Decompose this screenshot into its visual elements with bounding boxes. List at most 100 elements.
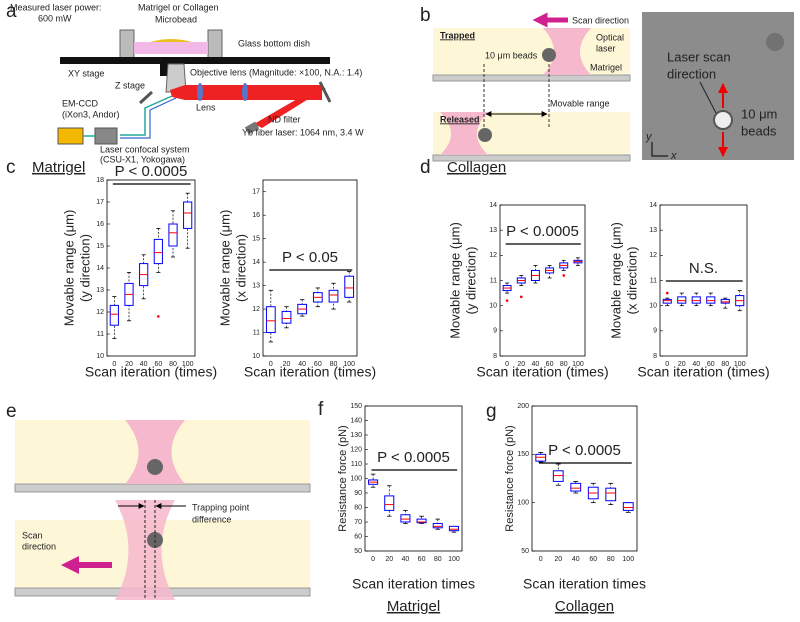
- x-tick-label: 100: [343, 361, 355, 368]
- box: [384, 495, 395, 511]
- em-ccd-box: [57, 127, 84, 145]
- label: Laser confocal system: [100, 144, 190, 154]
- y-tick-label: 200: [517, 403, 529, 410]
- y-tick-label: 10: [649, 303, 657, 310]
- x-tick-label: 20: [554, 556, 562, 563]
- mirror: [138, 90, 154, 105]
- y-tick-label: 12: [489, 252, 497, 259]
- label: 10 μm: [741, 106, 777, 121]
- y-tick-label: 140: [350, 417, 362, 424]
- box: [432, 522, 443, 529]
- box: [265, 306, 276, 334]
- y-axis-label: (x direction): [233, 234, 248, 302]
- label: difference: [192, 514, 231, 524]
- panel-e: e Scan direction Trapping point differen…: [6, 401, 311, 600]
- x-tick-label: 80: [560, 361, 568, 368]
- y-tick-label: 18: [96, 177, 104, 184]
- y-tick-label: 14: [252, 259, 260, 266]
- x-tick-label: 100: [622, 556, 634, 563]
- panel-a: a Measured laser power: 600 mW Matrigel …: [6, 1, 364, 164]
- box: [706, 296, 716, 304]
- x-tick-label: 100: [182, 361, 194, 368]
- y-tick-label: 9: [493, 328, 497, 335]
- glass: [432, 154, 631, 162]
- label: Matrigel: [590, 62, 622, 72]
- y-tick-label: 10: [489, 303, 497, 310]
- annotation: P < 0.0005: [115, 163, 188, 180]
- x-tick-label: 60: [589, 556, 597, 563]
- outlier: [505, 299, 509, 302]
- pointer: [699, 81, 717, 114]
- panel-letter: g: [486, 401, 497, 422]
- y-tick-label: 13: [96, 287, 104, 294]
- dish-wall: [207, 29, 223, 59]
- light-path: [120, 95, 173, 136]
- beads: [150, 39, 192, 42]
- label: Objective lens (Magnitude: ×100, N.A.: 1…: [190, 67, 362, 77]
- y-axis-label: Movable range (μm): [217, 210, 232, 327]
- box: [400, 514, 411, 523]
- label: Trapped: [440, 30, 475, 40]
- x-tick-label: 20: [678, 361, 686, 368]
- plot-frame: [106, 179, 196, 357]
- light-path: [120, 97, 177, 139]
- x-tick-label: 80: [330, 361, 338, 368]
- y-tick-label: 14: [489, 202, 497, 209]
- y-tick-label: 12: [96, 309, 104, 316]
- x-tick-label: 0: [505, 361, 509, 368]
- label: Released: [440, 114, 480, 124]
- y-tick-label: 13: [489, 227, 497, 234]
- y-tick-label: 120: [350, 446, 362, 453]
- box: [570, 482, 582, 492]
- box: [281, 310, 292, 324]
- x-tick-label: 40: [298, 361, 306, 368]
- x-axis-label: Scan iteration times: [352, 576, 475, 592]
- panel-letter: f: [318, 399, 324, 420]
- axes-icon: [651, 142, 668, 157]
- label: Scan: [22, 530, 43, 540]
- box: [328, 289, 339, 303]
- label: (CSU-X1, Yokogawa): [100, 154, 185, 164]
- x-tick-label: 20: [125, 361, 133, 368]
- x-tick-label: 0: [539, 556, 543, 563]
- x-tick-label: 40: [532, 361, 540, 368]
- y-tick-label: 17: [252, 189, 260, 196]
- y-tick-label: 150: [517, 451, 529, 458]
- x-tick-label: 0: [665, 361, 669, 368]
- x-tick-label: 20: [283, 361, 291, 368]
- x-tick-label: 100: [572, 361, 584, 368]
- y-tick-label: 16: [252, 212, 260, 219]
- box: [416, 518, 427, 524]
- panel-letter: c: [6, 157, 16, 178]
- y-tick-label: 12: [649, 252, 657, 259]
- label: Yb fiber laser: 1064 nm, 3.4 W: [242, 127, 364, 137]
- label: ND filter: [268, 114, 301, 124]
- x-axis-label: Scan iteration times: [523, 576, 646, 592]
- y-tick-label: 13: [252, 282, 260, 289]
- x-tick-label: 60: [418, 556, 426, 563]
- y-axis-label: (y direction): [463, 247, 478, 315]
- laser-beam: [254, 88, 326, 128]
- x-tick-label: 80: [607, 556, 615, 563]
- confocal-box: [94, 127, 118, 145]
- label: beads: [741, 123, 777, 138]
- plot-frame: [364, 405, 463, 552]
- box: [720, 298, 730, 304]
- gel-layer: [134, 42, 208, 54]
- label: 10 μm beads: [485, 50, 538, 60]
- y-tick-label: 10: [252, 353, 260, 360]
- x-tick-label: 60: [707, 361, 715, 368]
- plot-frame: [262, 179, 358, 357]
- x-tick-label: 100: [448, 556, 460, 563]
- x-tick-label: 0: [112, 361, 116, 368]
- panel-b: b Scan direction Trapped Optical laser 1…: [420, 5, 794, 162]
- mirror: [318, 81, 332, 103]
- x-tick-label: 80: [721, 361, 729, 368]
- panel-letter: a: [6, 1, 17, 22]
- y-tick-label: 80: [354, 504, 362, 511]
- y-axis-label: (x direction): [624, 247, 639, 315]
- y-tick-label: 90: [354, 490, 362, 497]
- label: XY stage: [68, 68, 104, 78]
- y-tick-label: 15: [252, 236, 260, 243]
